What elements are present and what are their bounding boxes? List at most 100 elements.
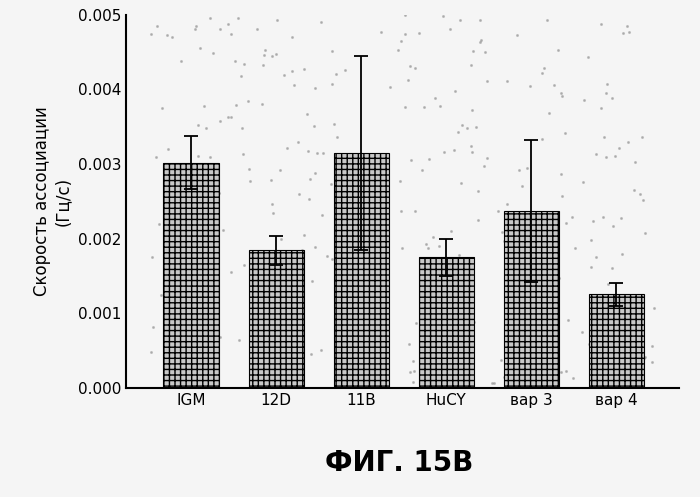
Point <box>213 189 224 197</box>
Point <box>272 16 283 24</box>
Point <box>504 357 515 365</box>
Point <box>585 236 596 244</box>
Point <box>444 327 456 335</box>
Point <box>267 52 278 60</box>
Point <box>233 335 244 343</box>
Point <box>512 31 523 39</box>
Bar <box>589 294 644 388</box>
Bar <box>419 257 474 388</box>
Point <box>457 121 468 129</box>
Point <box>368 347 379 355</box>
Point <box>190 214 202 222</box>
Point <box>426 279 438 287</box>
Point <box>298 65 309 73</box>
Point <box>332 133 343 141</box>
Point <box>297 246 308 253</box>
Point <box>150 153 162 161</box>
Point <box>601 89 612 97</box>
Point <box>556 192 567 200</box>
Point <box>452 128 463 136</box>
Point <box>596 20 607 28</box>
Point <box>537 346 548 354</box>
Point <box>214 333 225 341</box>
Point <box>600 323 611 331</box>
Point <box>238 261 249 269</box>
Point <box>578 178 589 186</box>
Point <box>195 44 206 52</box>
Point <box>492 207 503 215</box>
Point <box>155 291 167 299</box>
Point <box>330 279 341 287</box>
Point <box>630 158 641 166</box>
Point <box>208 49 219 57</box>
Point <box>528 380 540 388</box>
Point <box>298 231 309 239</box>
Bar <box>248 250 304 388</box>
Point <box>191 22 202 30</box>
Point <box>598 133 610 141</box>
Point <box>584 339 595 347</box>
Point <box>623 28 634 36</box>
Point <box>427 233 438 241</box>
Point <box>628 185 639 193</box>
Point <box>245 177 256 185</box>
Point <box>188 374 199 382</box>
Point <box>326 80 337 88</box>
Point <box>402 76 414 83</box>
Point <box>455 179 466 187</box>
Point <box>585 263 596 271</box>
Point <box>541 16 552 24</box>
Point <box>601 81 612 88</box>
Point <box>223 20 234 28</box>
Point <box>290 265 302 273</box>
Point <box>473 216 484 224</box>
Point <box>559 129 570 137</box>
Point <box>214 117 225 125</box>
Point <box>243 97 254 105</box>
Point <box>638 354 649 362</box>
Point <box>393 46 404 54</box>
Point <box>482 77 493 85</box>
Point <box>466 148 477 156</box>
Point <box>576 328 587 335</box>
Point <box>258 52 270 60</box>
Point <box>395 37 406 45</box>
Point <box>489 379 500 387</box>
Point <box>293 190 304 198</box>
Point <box>524 82 536 89</box>
Point <box>405 156 416 164</box>
Point <box>591 150 602 158</box>
Point <box>264 374 275 382</box>
Point <box>453 251 464 259</box>
Point <box>225 268 237 276</box>
Point <box>466 105 477 113</box>
Point <box>258 61 269 69</box>
Point <box>223 113 234 121</box>
Point <box>569 244 580 252</box>
Point <box>321 252 332 260</box>
Point <box>292 290 303 298</box>
Point <box>578 96 589 104</box>
Point <box>264 363 275 371</box>
Point <box>486 379 497 387</box>
Point <box>466 142 477 150</box>
Point <box>553 274 564 282</box>
Point <box>279 71 290 79</box>
Point <box>243 166 254 173</box>
Point <box>397 244 408 252</box>
Point <box>376 28 387 36</box>
Point <box>468 318 480 326</box>
Point <box>191 261 202 269</box>
Point <box>621 333 632 341</box>
Point <box>361 341 372 349</box>
Point <box>454 16 466 24</box>
Point <box>468 47 479 55</box>
Point <box>596 104 607 112</box>
Point <box>410 64 421 72</box>
Point <box>156 104 167 112</box>
Point <box>167 291 178 299</box>
Point <box>531 245 542 253</box>
Point <box>422 244 433 252</box>
Point <box>204 14 215 22</box>
Point <box>515 278 526 286</box>
